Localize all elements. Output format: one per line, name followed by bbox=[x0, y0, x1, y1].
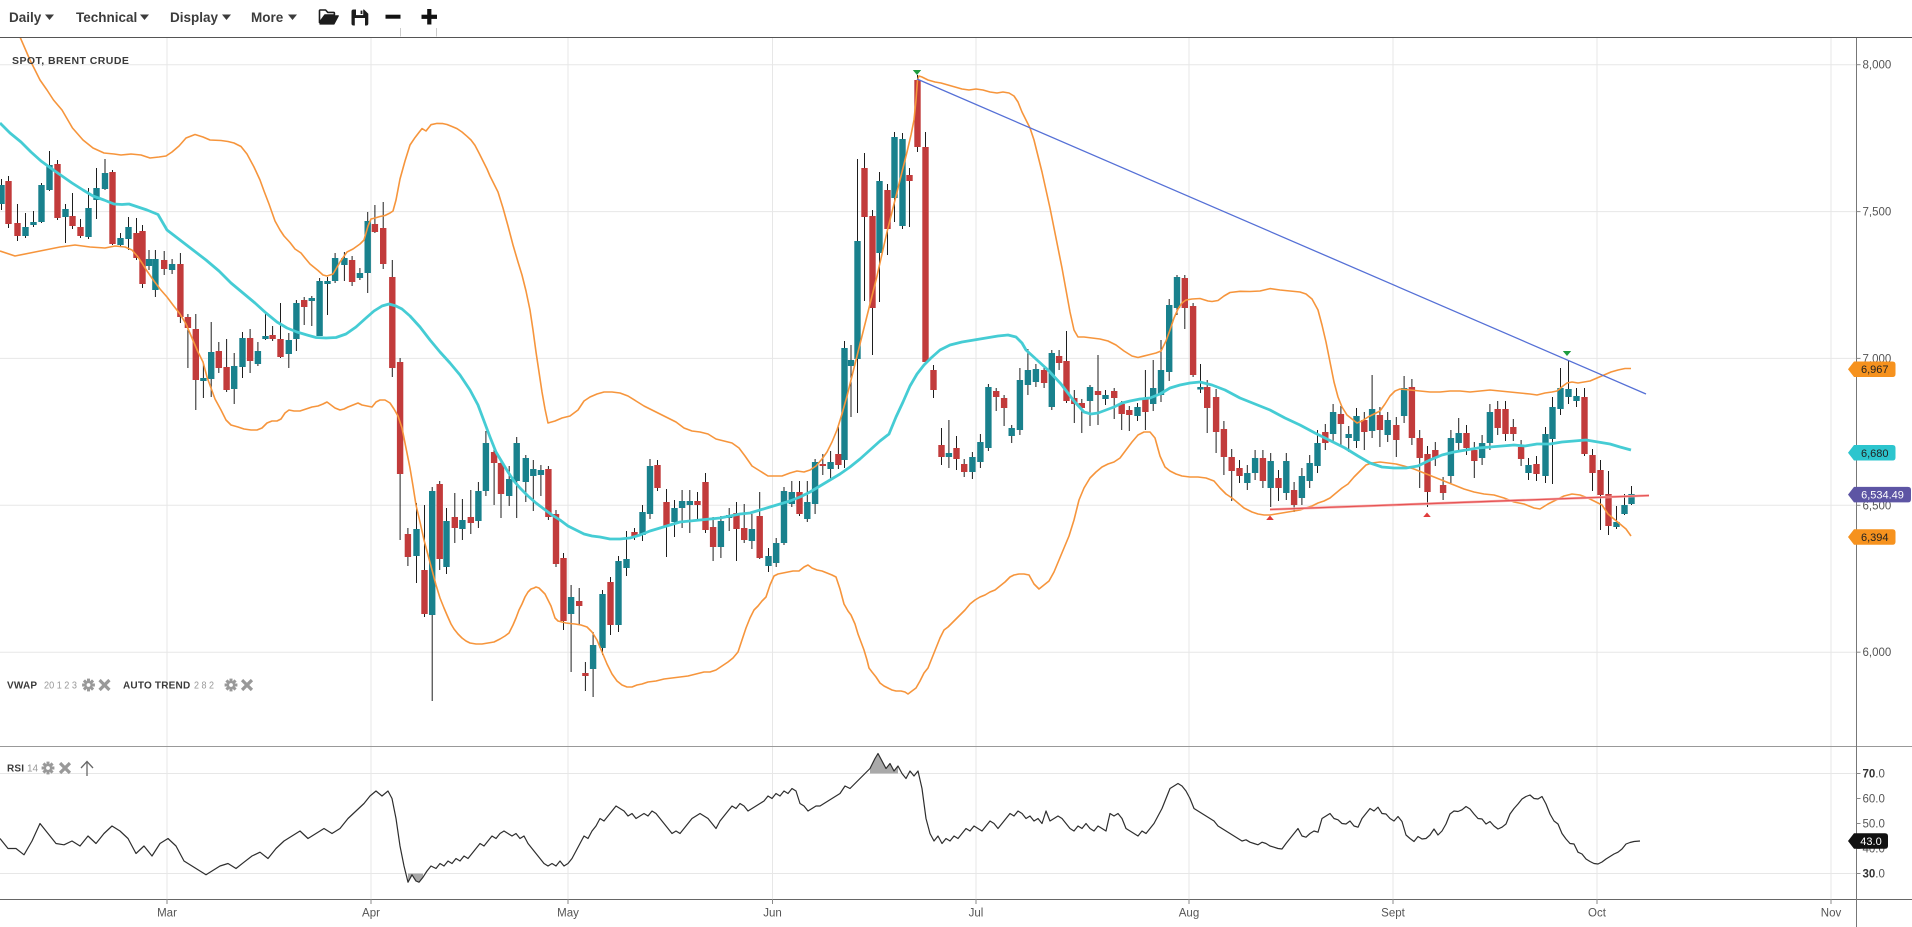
svg-text:Jul: Jul bbox=[969, 908, 984, 920]
svg-text:Technical: Technical bbox=[76, 10, 137, 25]
svg-text:RSI: RSI bbox=[7, 764, 24, 775]
svg-text:SPOT, BRENT CRUDE: SPOT, BRENT CRUDE bbox=[12, 55, 129, 67]
svg-text:VWAP: VWAP bbox=[7, 681, 37, 692]
svg-text:20 1 2 3: 20 1 2 3 bbox=[44, 681, 77, 692]
svg-text:14: 14 bbox=[27, 764, 39, 775]
svg-text:Nov: Nov bbox=[1821, 908, 1842, 920]
svg-text:Daily: Daily bbox=[9, 10, 42, 25]
svg-text:6,500: 6,500 bbox=[1863, 500, 1892, 512]
svg-text:6,000: 6,000 bbox=[1863, 647, 1892, 659]
svg-text:43.0: 43.0 bbox=[1860, 836, 1881, 848]
svg-text:6,394: 6,394 bbox=[1861, 532, 1889, 544]
svg-text:May: May bbox=[557, 908, 579, 920]
svg-text:Mar: Mar bbox=[157, 908, 177, 920]
svg-text:50.0: 50.0 bbox=[1863, 819, 1885, 831]
svg-text:Aug: Aug bbox=[1179, 908, 1199, 920]
svg-text:Oct: Oct bbox=[1588, 908, 1607, 920]
svg-text:8,000: 8,000 bbox=[1863, 60, 1892, 72]
svg-text:6,967: 6,967 bbox=[1861, 364, 1889, 376]
svg-text:6,534.49: 6,534.49 bbox=[1861, 490, 1904, 502]
svg-text:More: More bbox=[251, 10, 284, 25]
svg-text:60.0: 60.0 bbox=[1863, 794, 1885, 806]
svg-text:7,500: 7,500 bbox=[1863, 207, 1892, 219]
svg-text:6,680: 6,680 bbox=[1861, 448, 1889, 460]
svg-text:AUTO TREND: AUTO TREND bbox=[123, 681, 190, 692]
svg-text:2 8 2: 2 8 2 bbox=[194, 681, 214, 692]
svg-text:Apr: Apr bbox=[362, 908, 380, 920]
svg-text:30.0: 30.0 bbox=[1863, 869, 1885, 881]
svg-text:Display: Display bbox=[170, 10, 219, 25]
svg-text:Sept: Sept bbox=[1381, 908, 1405, 920]
svg-text:Jun: Jun bbox=[763, 908, 782, 920]
svg-text:70.0: 70.0 bbox=[1863, 769, 1885, 781]
